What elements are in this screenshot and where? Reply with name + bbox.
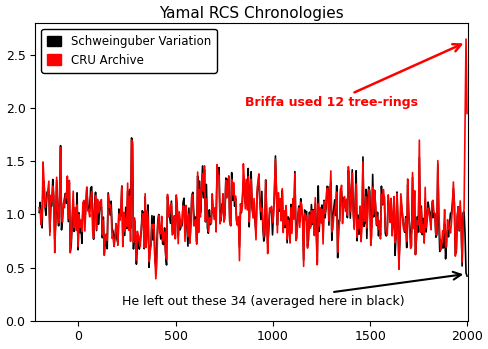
Schweinguber Variation xyxy=(128,136,134,140)
Schweinguber Variation xyxy=(36,210,42,215)
Text: He left out these 34 (averaged here in black): He left out these 34 (averaged here in b… xyxy=(122,272,460,308)
Schweinguber Variation xyxy=(237,210,243,215)
CRU Archive xyxy=(125,228,131,232)
CRU Archive xyxy=(383,230,388,234)
Schweinguber Variation xyxy=(383,234,388,238)
Title: Yamal RCS Chronologies: Yamal RCS Chronologies xyxy=(159,6,344,21)
CRU Archive xyxy=(437,248,443,252)
CRU Archive xyxy=(153,277,159,281)
CRU Archive xyxy=(343,197,348,201)
Schweinguber Variation xyxy=(343,204,348,208)
Legend: Schweinguber Variation, CRU Archive: Schweinguber Variation, CRU Archive xyxy=(41,29,216,73)
CRU Archive xyxy=(416,138,422,142)
CRU Archive xyxy=(463,111,469,116)
Text: Briffa used 12 tree-rings: Briffa used 12 tree-rings xyxy=(244,44,460,109)
CRU Archive xyxy=(237,202,243,206)
Schweinguber Variation xyxy=(416,155,422,159)
Line: CRU Archive: CRU Archive xyxy=(39,39,466,279)
Schweinguber Variation xyxy=(463,274,469,278)
Line: Schweinguber Variation: Schweinguber Variation xyxy=(39,138,466,276)
Schweinguber Variation xyxy=(125,227,131,231)
CRU Archive xyxy=(462,37,468,41)
Schweinguber Variation xyxy=(437,238,443,242)
CRU Archive xyxy=(36,206,42,210)
